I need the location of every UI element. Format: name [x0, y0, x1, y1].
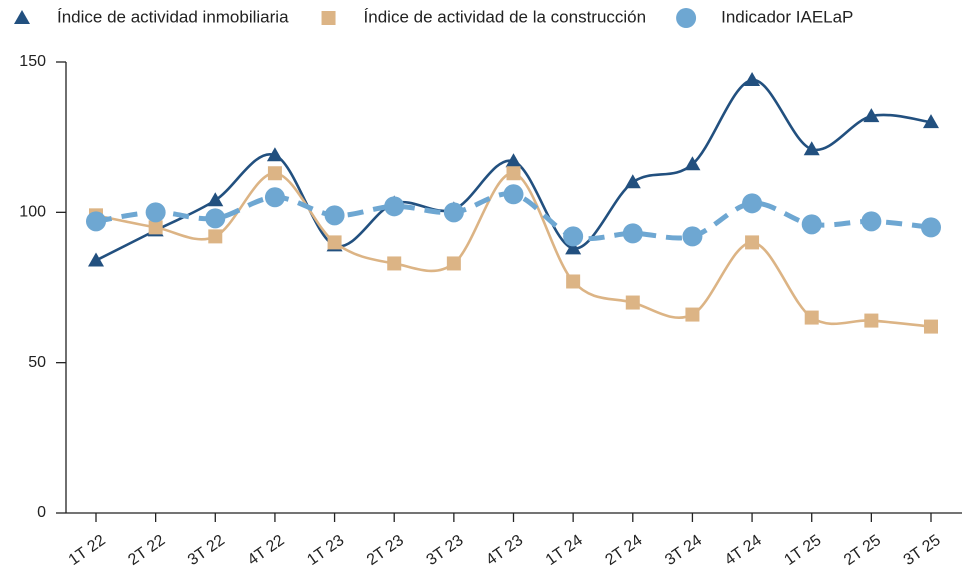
y-tick-label: 100 — [19, 204, 46, 221]
marker-circle — [145, 202, 166, 223]
x-tick-label: 1T 23 — [304, 532, 347, 569]
legend-label: Índice de actividad inmobiliaria — [57, 7, 289, 26]
marker-circle — [264, 187, 285, 208]
marker-circle — [563, 226, 584, 247]
marker-square — [267, 166, 282, 181]
x-tick-label: 4T 22 — [245, 532, 288, 569]
x-tick-label: 1T 22 — [66, 532, 109, 569]
marker-square — [208, 229, 223, 244]
legend: Índice de actividad inmobiliaria Índice d… — [14, 7, 853, 28]
marker-square — [321, 11, 336, 25]
x-tick-label: 3T 25 — [901, 532, 944, 569]
marker-circle — [742, 193, 763, 214]
marker-triangle — [505, 153, 522, 168]
marker-triangle — [207, 192, 224, 207]
x-tick-label: 2T 23 — [364, 532, 407, 569]
marker-square — [685, 307, 700, 322]
marker-square — [446, 256, 461, 271]
marker-triangle — [624, 174, 641, 189]
marker-square — [148, 220, 163, 235]
x-tick-label: 2T 22 — [125, 532, 168, 569]
marker-circle — [443, 202, 464, 223]
marker-circle — [861, 211, 882, 232]
marker-triangle — [803, 141, 820, 156]
marker-circle — [86, 211, 106, 232]
marker-circle — [676, 8, 697, 28]
marker-square — [924, 319, 938, 334]
marker-circle — [622, 223, 643, 244]
marker-square — [566, 274, 581, 289]
x-tick-label: 3T 23 — [424, 532, 467, 569]
marker-triangle — [565, 240, 582, 255]
marker-triangle — [684, 156, 701, 171]
x-tick-label: 3T 22 — [185, 532, 228, 569]
marker-circle — [205, 208, 226, 229]
marker-triangle — [266, 147, 283, 162]
x-tick-label: 2T 25 — [841, 532, 884, 569]
marker-circle — [384, 196, 405, 217]
marker-circle — [503, 184, 524, 205]
y-tick-label: 0 — [37, 504, 46, 521]
marker-circle — [801, 214, 822, 235]
x-tick-label: 4T 23 — [483, 532, 526, 569]
marker-circle — [324, 205, 345, 226]
marker-square — [327, 235, 342, 250]
x-tick-label: 1T 25 — [781, 532, 824, 569]
marker-square — [745, 235, 760, 250]
marker-circle — [682, 226, 703, 247]
y-tick-label: 50 — [28, 354, 46, 371]
marker-triangle — [923, 114, 939, 129]
marker-square — [804, 310, 819, 325]
marker-square — [625, 295, 640, 310]
marker-triangle — [14, 10, 30, 24]
marker-square — [506, 166, 521, 181]
marker-square — [387, 256, 402, 271]
marker-square — [864, 313, 879, 328]
x-tick-label: 4T 24 — [722, 532, 765, 569]
x-tick-label: 1T 24 — [543, 532, 586, 569]
y-tick-label: 150 — [19, 53, 46, 70]
marker-triangle — [863, 108, 880, 123]
marker-triangle — [88, 252, 104, 267]
marker-triangle — [744, 72, 761, 87]
x-tick-label: 2T 24 — [602, 532, 645, 569]
marker-circle — [921, 217, 941, 238]
legend-label: Indicador IAELaP — [721, 7, 853, 26]
x-tick-label: 3T 24 — [662, 532, 705, 569]
legend-label: Índice de actividad de la construcción — [364, 7, 647, 26]
